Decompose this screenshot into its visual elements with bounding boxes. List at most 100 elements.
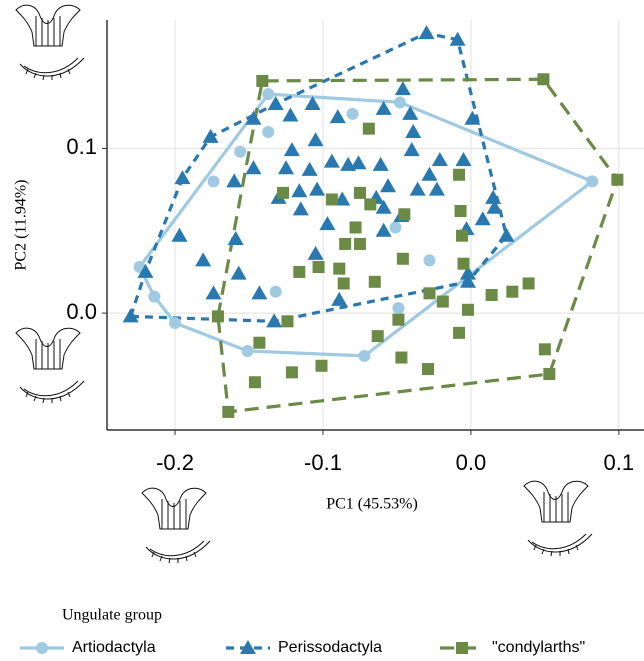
point — [222, 406, 234, 418]
point — [539, 343, 551, 355]
point — [364, 198, 376, 210]
point — [234, 146, 246, 158]
point — [338, 277, 350, 289]
x-tick-label: 0.1 — [604, 450, 635, 475]
chart: -0.2-0.10.00.10.00.1 PC1 (45.53%) PC2 (1… — [0, 0, 644, 661]
point — [389, 221, 401, 233]
legend-label: "condylarths" — [492, 639, 585, 656]
point — [421, 167, 437, 181]
point — [324, 154, 340, 168]
point — [395, 352, 407, 364]
point — [249, 376, 261, 388]
x-tick-label: 0.0 — [456, 450, 487, 475]
point — [422, 363, 434, 375]
point — [339, 238, 351, 250]
point — [293, 266, 305, 278]
point — [326, 193, 338, 205]
jaw-icon — [524, 481, 592, 556]
point — [453, 169, 465, 181]
point — [284, 142, 300, 156]
x-tick-label: -0.1 — [304, 450, 342, 475]
legend-title: Ungulate group — [62, 607, 162, 624]
hull — [131, 33, 507, 321]
point — [316, 360, 328, 372]
legend-label: Artiodactyla — [72, 639, 156, 656]
point — [543, 368, 555, 380]
point — [354, 238, 366, 250]
point — [611, 174, 623, 186]
point — [195, 252, 211, 266]
point — [319, 216, 335, 230]
point — [313, 261, 325, 273]
legend-marker — [36, 642, 48, 654]
point — [423, 287, 435, 299]
point — [398, 208, 410, 220]
point — [404, 142, 420, 156]
y-axis-label: PC2 (11.94%) — [13, 180, 30, 271]
point — [242, 345, 254, 357]
point — [231, 266, 247, 280]
point — [363, 123, 375, 135]
point — [270, 286, 282, 298]
point — [498, 228, 514, 242]
point — [392, 314, 404, 326]
point — [171, 228, 187, 242]
point — [455, 205, 467, 217]
point — [485, 190, 501, 204]
point — [291, 183, 307, 197]
point — [395, 81, 411, 95]
legend: Artiodactyla Perissodactyla "condylarths" — [20, 639, 585, 656]
point — [462, 304, 474, 316]
point — [212, 310, 224, 322]
point — [256, 75, 268, 87]
point — [506, 286, 518, 298]
y-tick-label: 0.1 — [66, 134, 97, 159]
point — [347, 108, 359, 120]
point — [354, 187, 366, 199]
point — [456, 152, 472, 166]
point — [372, 330, 384, 342]
point — [369, 276, 381, 288]
point — [458, 258, 470, 270]
point — [453, 327, 465, 339]
legend-label: Perissodactyla — [278, 639, 382, 656]
point — [266, 313, 282, 327]
point — [278, 160, 294, 174]
point — [380, 178, 396, 192]
point — [148, 291, 160, 303]
point — [586, 175, 598, 187]
point — [437, 296, 449, 308]
jaw-icon — [16, 328, 84, 403]
point — [537, 73, 549, 85]
point — [486, 289, 498, 301]
jaw-icon — [142, 488, 210, 563]
point — [333, 263, 345, 275]
point — [293, 201, 309, 215]
point — [397, 253, 409, 265]
point — [281, 315, 293, 327]
point — [277, 187, 289, 199]
legend-marker — [456, 642, 468, 654]
point — [405, 124, 421, 138]
point — [410, 182, 426, 196]
point — [206, 285, 222, 299]
point — [262, 126, 274, 138]
point — [308, 246, 324, 260]
point — [394, 96, 406, 108]
point — [262, 88, 274, 100]
point — [282, 108, 298, 122]
point — [392, 302, 404, 314]
hull — [218, 79, 617, 412]
point — [373, 157, 389, 171]
point — [228, 231, 244, 245]
x-tick-label: -0.2 — [156, 450, 194, 475]
points — [123, 25, 624, 418]
point — [331, 292, 347, 306]
point — [330, 109, 346, 123]
point — [376, 223, 392, 237]
point — [251, 285, 267, 299]
point — [203, 129, 219, 143]
point — [286, 366, 298, 378]
point — [419, 25, 435, 39]
x-axis-label: PC1 (45.53%) — [326, 496, 418, 513]
